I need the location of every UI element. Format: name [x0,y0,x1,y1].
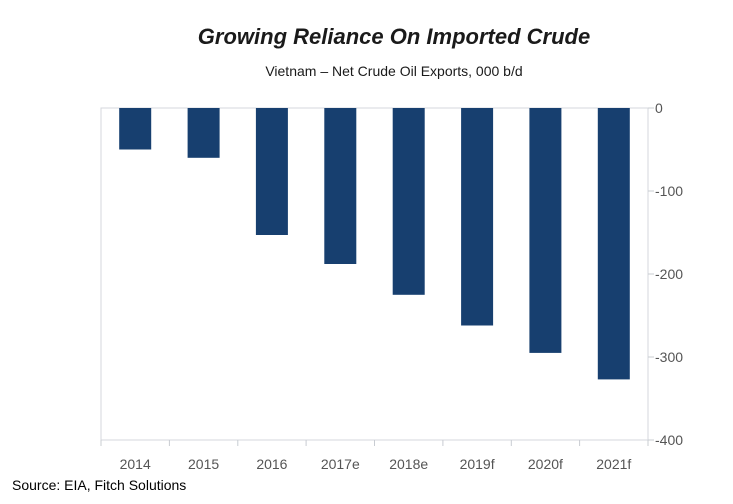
chart-subtitle: Vietnam – Net Crude Oil Exports, 000 b/d [265,63,523,79]
bar-2015 [187,108,220,158]
x-tick-label-2019f: 2019f [460,456,495,472]
bar-2017e [324,108,357,264]
x-tick-label-2014: 2014 [120,456,151,472]
y-tick-label: -200 [655,266,683,282]
bar-2016 [255,108,288,235]
bars [119,108,630,380]
y-tick-label: -300 [655,349,683,365]
y-tick-label: -400 [655,432,683,448]
bar-2014 [119,108,152,150]
bar-2021f [597,108,630,380]
x-tick-label-2018e: 2018e [389,456,428,472]
y-tick-label: -100 [655,183,683,199]
y-axis: 0 -100 -200 -300 -400 [648,100,683,448]
y-tick-label: 0 [655,100,663,116]
x-tick-label-2017e: 2017e [321,456,360,472]
chart-title: Growing Reliance On Imported Crude [197,24,591,49]
x-tick-label-2020f: 2020f [528,456,563,472]
x-tick-label-2016: 2016 [256,456,287,472]
source-note: Source: EIA, Fitch Solutions [12,477,187,493]
x-axis: 2014 2015 2016 2017e 2018e 2019f 2020f 2021f [100,440,649,472]
x-tick-label-2021f: 2021f [596,456,631,472]
bar-2018e [392,108,425,295]
plot-area [100,107,649,441]
x-tick-label-2015: 2015 [188,456,219,472]
bar-2019f [461,108,494,326]
bar-2020f [529,108,562,353]
